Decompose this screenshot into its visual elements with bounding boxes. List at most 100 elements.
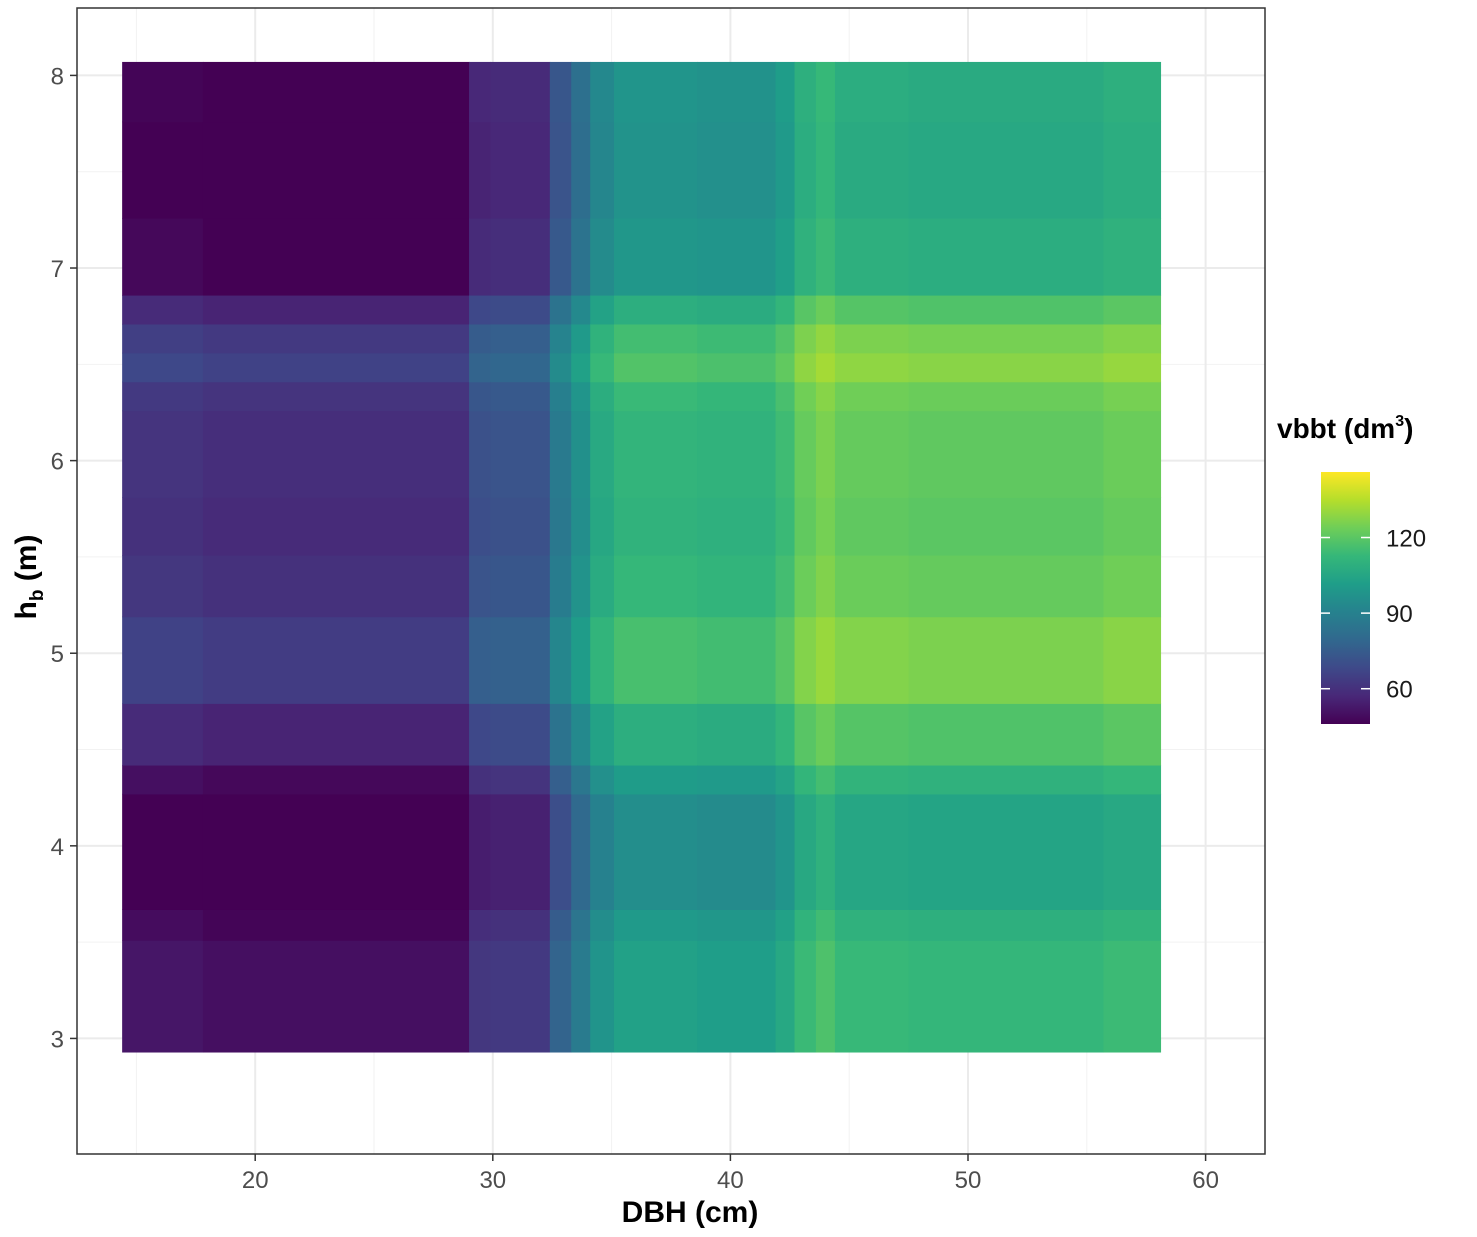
heatmap-tile — [571, 764, 591, 795]
heatmap-tile — [613, 294, 698, 325]
heatmap-tile — [122, 381, 204, 412]
heatmap-tile — [590, 497, 615, 556]
heatmap-tile — [1103, 940, 1162, 1053]
heatmap-tile — [490, 909, 551, 941]
heatmap-tile — [490, 121, 551, 219]
heatmap-tile — [202, 616, 470, 704]
heatmap-tile — [908, 497, 1105, 556]
heatmap-tile — [908, 410, 1105, 498]
heatmap-tile — [697, 616, 777, 704]
heatmap-tile — [613, 381, 698, 412]
heatmap-tile — [202, 121, 470, 219]
heatmap-tile — [469, 764, 492, 795]
x-axis-title: DBH (cm) — [622, 1196, 759, 1229]
heatmap-tile — [775, 616, 796, 704]
heatmap-tile — [490, 940, 551, 1053]
heatmap-tile — [794, 554, 817, 618]
heatmap-tile — [571, 381, 591, 412]
heatmap-tile — [908, 703, 1105, 766]
heatmap-tile — [775, 381, 796, 412]
heatmap-tile — [202, 410, 470, 498]
y-axis-ticks: 3 4 5 6 7 8 — [51, 63, 77, 1053]
heatmap-tile — [590, 352, 615, 383]
heatmap-tile — [697, 294, 777, 325]
heatmap-tile — [794, 352, 817, 383]
heatmap-tile — [834, 121, 910, 219]
heatmap-tile — [908, 323, 1105, 354]
heatmap-tile — [490, 793, 551, 910]
heatmap-tile — [490, 764, 551, 795]
heatmap-tile — [590, 381, 615, 412]
heatmap-tile — [775, 352, 796, 383]
heatmap-tile — [815, 793, 836, 910]
heatmap-tile — [490, 217, 551, 296]
x-tick-label: 20 — [242, 1167, 269, 1194]
heatmap-tile — [613, 497, 698, 556]
heatmap-tile — [490, 410, 551, 498]
heatmap-tile — [469, 217, 492, 296]
heatmap-tile — [794, 121, 817, 219]
heatmap-tile — [549, 497, 572, 556]
heatmap-tile — [490, 616, 551, 704]
x-tick-label: 50 — [955, 1167, 982, 1194]
heatmap-tile — [549, 323, 572, 354]
y-axis-title-subscript: b — [27, 590, 48, 602]
legend-colorbar — [1321, 472, 1370, 724]
heatmap-tile — [1103, 217, 1162, 296]
y-tick-label: 6 — [51, 449, 64, 476]
heatmap-tile — [490, 703, 551, 766]
heatmap-tile — [202, 352, 470, 383]
heatmap-tile — [549, 554, 572, 618]
heatmap-tile — [794, 497, 817, 556]
x-axis-ticks: 20 30 40 50 60 — [242, 1154, 1219, 1194]
y-axis-title: hb (m) — [10, 535, 48, 620]
y-tick-label: 8 — [51, 63, 64, 90]
legend-ticks: 60 90 120 — [1321, 526, 1426, 704]
x-tick-label: 60 — [1192, 1167, 1219, 1194]
heatmap-tile — [590, 121, 615, 219]
heatmap-tile — [697, 323, 777, 354]
heatmap-tile — [571, 217, 591, 296]
heatmap-tile — [794, 793, 817, 910]
heatmap-tile — [908, 764, 1105, 795]
heatmap-tile — [908, 121, 1105, 219]
heatmap-tile — [834, 217, 910, 296]
heatmap-tile — [697, 764, 777, 795]
heatmap-tile — [815, 352, 836, 383]
heatmap-tile — [775, 909, 796, 941]
heatmap-tile — [775, 121, 796, 219]
heatmap-tile — [122, 61, 204, 123]
heatmap-tile — [794, 940, 817, 1053]
heatmap-tile — [490, 381, 551, 412]
heatmap-tile — [613, 121, 698, 219]
heatmap-tile — [834, 381, 910, 412]
heatmap-tile — [571, 909, 591, 941]
heatmap-tile — [697, 793, 777, 910]
heatmap-tile — [775, 323, 796, 354]
heatmap-tile — [122, 294, 204, 325]
heatmap-tile — [469, 793, 492, 910]
heatmap-tile — [834, 61, 910, 123]
heatmap-tile — [908, 352, 1105, 383]
heatmap-tile — [834, 294, 910, 325]
heatmap-tile — [571, 410, 591, 498]
heatmap-tile — [794, 616, 817, 704]
heatmap-tile — [590, 909, 615, 941]
heatmap-tile — [794, 410, 817, 498]
heatmap-tile — [908, 381, 1105, 412]
heatmap-tile — [775, 764, 796, 795]
heatmap-tile — [613, 793, 698, 910]
legend-title: vbbt (dm3) — [1277, 413, 1413, 444]
heatmap-tile — [1103, 323, 1162, 354]
heatmap-tile — [122, 793, 204, 910]
heatmap-tile — [834, 554, 910, 618]
heatmap-tile — [697, 554, 777, 618]
heatmap-tile — [775, 410, 796, 498]
heatmap-tile — [815, 323, 836, 354]
heatmap-tile — [202, 909, 470, 941]
heatmap-tile — [549, 121, 572, 219]
heatmap-tile — [794, 323, 817, 354]
heatmap-tile — [815, 940, 836, 1053]
heatmap-tile — [834, 909, 910, 941]
